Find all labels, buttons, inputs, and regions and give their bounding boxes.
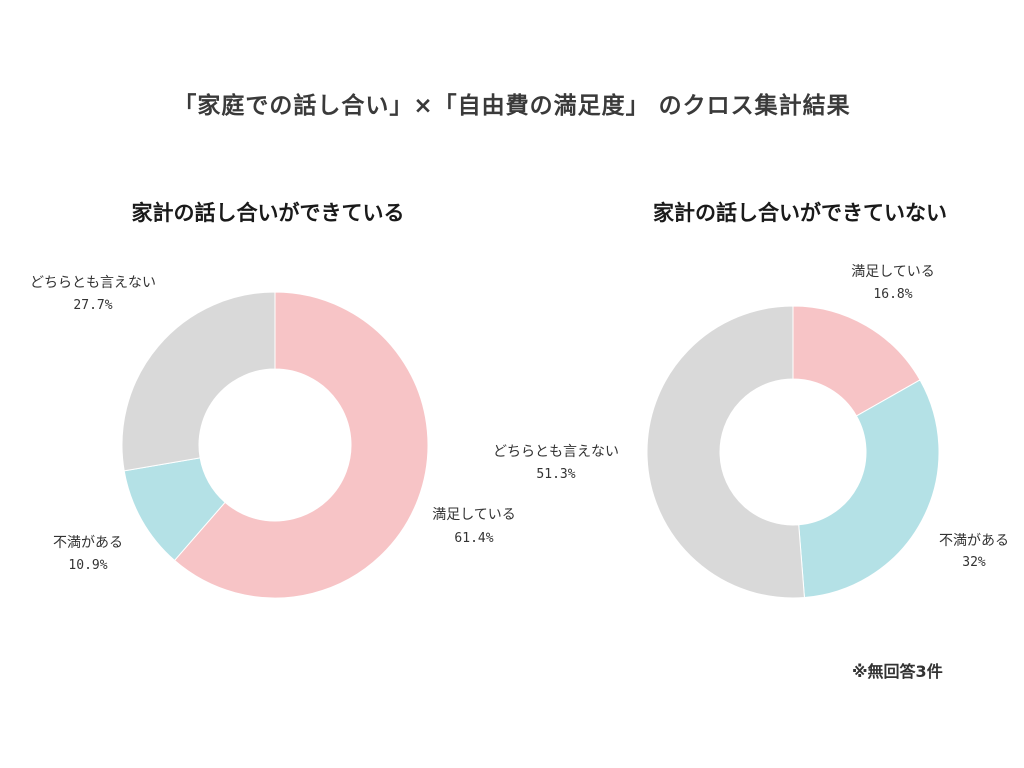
slice-value-dissatisfied: 32% (962, 555, 986, 570)
donut-chart-discussing: 家計の話し合いができている 満足している 61.4% 不満がある 10.9% ど… (30, 201, 516, 599)
slice-value-satisfied: 61.4% (454, 531, 493, 546)
slice-value-dissatisfied: 10.9% (68, 558, 107, 573)
donut-slices (121, 291, 429, 599)
slice-label-satisfied: 満足している (851, 264, 935, 280)
donut-slice-dissatisfied (798, 379, 940, 599)
slice-label-dissatisfied: 不満がある (939, 533, 1009, 549)
donut-slices (646, 305, 940, 599)
slice-value-neutral: 51.3% (536, 467, 575, 482)
chart-title: 家計の話し合いができていない (653, 201, 947, 225)
slice-label-dissatisfied: 不満がある (53, 535, 123, 551)
donut-slice-neutral (646, 305, 805, 599)
donut-slice-satisfied (173, 291, 429, 599)
donut-slice-satisfied (792, 305, 921, 417)
donut-chart-not-discussing: 家計の話し合いができていない 満足している 16.8% 不満がある 32% どち… (493, 201, 1009, 599)
donut-slice-neutral (121, 291, 276, 472)
slice-value-satisfied: 16.8% (873, 287, 912, 302)
slice-label-neutral: どちらとも言えない (493, 444, 619, 460)
slice-value-neutral: 27.7% (73, 298, 112, 313)
chart-title: 家計の話し合いができている (132, 201, 405, 225)
page-title: 「家庭での話し合い」×「自由費の満足度」 のクロス集計結果 (173, 93, 851, 119)
slice-label-satisfied: 満足している (432, 507, 516, 523)
footnote-no-answer: ※無回答3件 (852, 662, 943, 681)
slice-label-neutral: どちらとも言えない (30, 275, 156, 291)
